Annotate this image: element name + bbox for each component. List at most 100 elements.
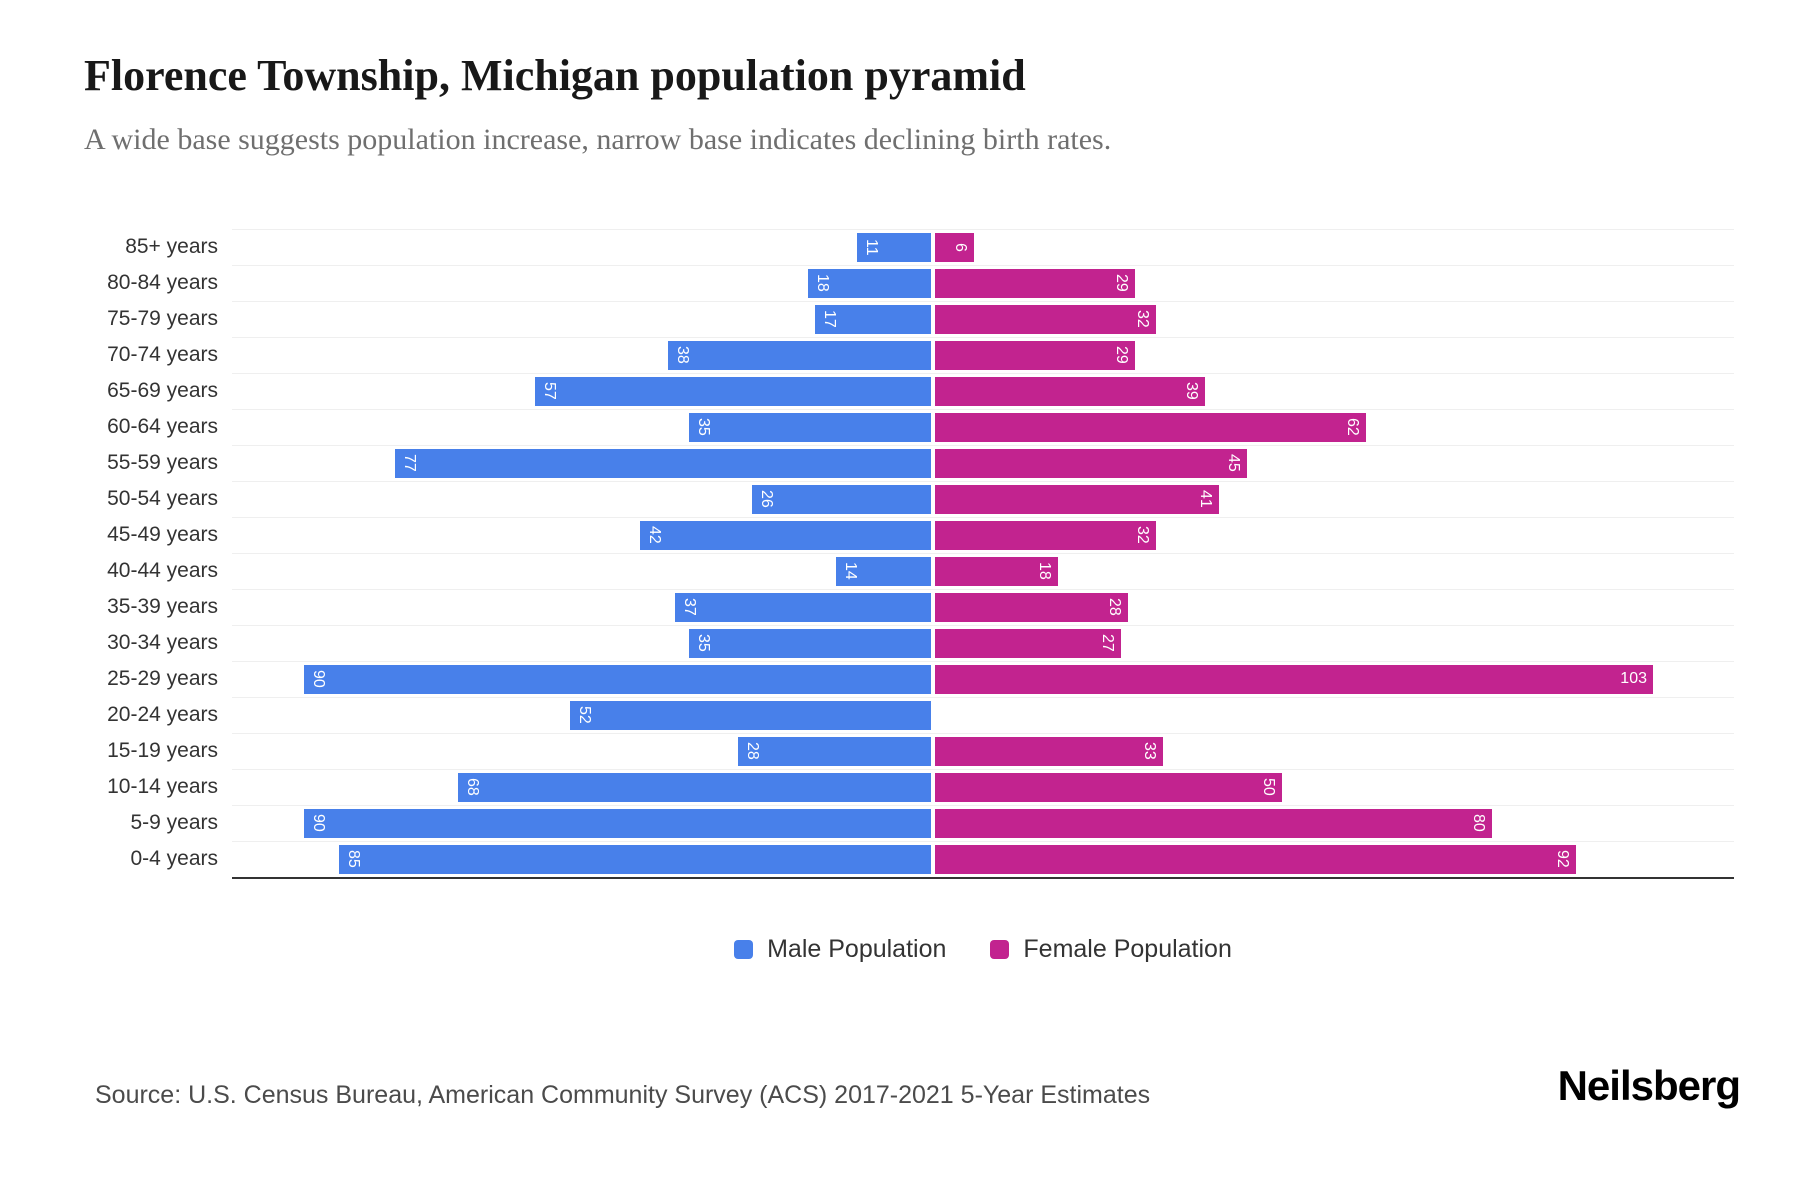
- chart-row: 11 6: [232, 229, 1734, 265]
- male-half: 17: [232, 304, 933, 334]
- age-axis-label: 60-64 years: [107, 415, 218, 438]
- female-bar[interactable]: 32: [935, 304, 1156, 334]
- female-bar[interactable]: 92: [935, 844, 1576, 874]
- female-half: 50: [933, 772, 1734, 802]
- male-bar[interactable]: 26: [752, 484, 931, 514]
- chart-row: 77 45: [232, 445, 1734, 481]
- female-bar[interactable]: 27: [935, 628, 1121, 658]
- male-bar[interactable]: 57: [535, 376, 931, 406]
- male-bar-value: 52: [576, 706, 593, 724]
- male-bar[interactable]: 68: [458, 772, 931, 802]
- age-axis-label: 5-9 years: [130, 811, 218, 834]
- male-bar[interactable]: 90: [304, 808, 931, 838]
- chart-row: 18 29: [232, 265, 1734, 301]
- female-bar-value: 27: [1099, 634, 1116, 652]
- male-bar-value: 11: [863, 238, 880, 256]
- male-bar-value: 14: [842, 562, 859, 580]
- female-bar[interactable]: 80: [935, 808, 1492, 838]
- female-bar[interactable]: 62: [935, 412, 1366, 442]
- male-legend-swatch-icon: [734, 940, 754, 959]
- male-bar[interactable]: 42: [640, 520, 931, 550]
- age-axis-label: 25-29 years: [107, 667, 218, 690]
- female-half: 92: [933, 844, 1734, 874]
- female-legend-swatch-icon: [990, 940, 1010, 959]
- age-axis-label: 70-74 years: [107, 343, 218, 366]
- legend-label-male: Male Population: [767, 935, 947, 963]
- male-half: 37: [232, 592, 933, 622]
- male-bar-value: 37: [681, 598, 698, 616]
- legend-item-female[interactable]: Female Population: [990, 935, 1232, 964]
- chart-row: 90 80: [232, 805, 1734, 841]
- male-half: 28: [232, 736, 933, 766]
- male-half: 18: [232, 268, 933, 298]
- age-axis-label: 55-59 years: [107, 451, 218, 474]
- male-bar[interactable]: 37: [675, 592, 931, 622]
- female-bar[interactable]: 28: [935, 592, 1128, 622]
- age-axis-label: 50-54 years: [107, 487, 218, 510]
- source-attribution: Source: U.S. Census Bureau, American Com…: [95, 1081, 1151, 1109]
- female-bar[interactable]: 29: [935, 340, 1135, 370]
- chart-row: 26 41: [232, 481, 1734, 517]
- female-bar[interactable]: 33: [935, 736, 1163, 766]
- male-bar-value: 35: [695, 634, 712, 652]
- male-bar[interactable]: 90: [304, 664, 931, 694]
- female-bar-value: 50: [1260, 778, 1277, 796]
- male-bar[interactable]: 52: [570, 700, 931, 730]
- male-bar-value: 57: [541, 382, 558, 400]
- male-half: 26: [232, 484, 933, 514]
- male-bar[interactable]: 35: [689, 628, 931, 658]
- male-bar[interactable]: 18: [808, 268, 931, 298]
- male-half: 35: [232, 412, 933, 442]
- male-bar[interactable]: 35: [689, 412, 931, 442]
- male-half: 77: [232, 448, 933, 478]
- male-bar-value: 26: [758, 490, 775, 508]
- female-half: 29: [933, 340, 1734, 370]
- female-bar[interactable]: 45: [935, 448, 1247, 478]
- female-bar[interactable]: 50: [935, 772, 1282, 802]
- male-bar[interactable]: 77: [395, 448, 931, 478]
- female-half: 18: [933, 556, 1734, 586]
- female-bar-value: 6: [952, 242, 969, 252]
- chart-row: 42 32: [232, 517, 1734, 553]
- female-bar[interactable]: 32: [935, 520, 1156, 550]
- age-axis-label: 10-14 years: [107, 775, 218, 798]
- male-half: 38: [232, 340, 933, 370]
- female-bar[interactable]: 6: [935, 232, 974, 262]
- female-bar[interactable]: 39: [935, 376, 1205, 406]
- age-axis-label: 30-34 years: [107, 631, 218, 654]
- female-bar-value: 103: [1620, 670, 1647, 687]
- chart-row: 17 32: [232, 301, 1734, 337]
- male-bar[interactable]: 85: [339, 844, 931, 874]
- male-bar-value: 90: [310, 670, 327, 688]
- male-bar[interactable]: 28: [738, 736, 931, 766]
- female-bar[interactable]: 103: [935, 664, 1653, 694]
- age-axis-label: 40-44 years: [107, 559, 218, 582]
- female-bar-value: 80: [1470, 814, 1487, 832]
- male-bar[interactable]: 17: [815, 304, 931, 334]
- male-bar-value: 28: [744, 742, 761, 760]
- female-bar[interactable]: 18: [935, 556, 1058, 586]
- female-bar[interactable]: 41: [935, 484, 1219, 514]
- female-bar[interactable]: 29: [935, 268, 1135, 298]
- chart-row: 14 18: [232, 553, 1734, 589]
- chart-row: 28 33: [232, 733, 1734, 769]
- male-half: 90: [232, 664, 933, 694]
- male-half: 85: [232, 844, 933, 874]
- male-bar-value: 17: [821, 310, 838, 328]
- legend-label-female: Female Population: [1023, 935, 1232, 963]
- population-pyramid-chart: 85+ years 80-84 years 75-79 years 70-74 yea…: [0, 229, 1800, 879]
- male-bar-value: 42: [646, 526, 663, 544]
- male-bar[interactable]: 38: [668, 340, 931, 370]
- female-bar-value: 62: [1344, 418, 1361, 436]
- female-bar-value: 18: [1036, 562, 1053, 580]
- female-bar-value: 28: [1106, 598, 1123, 616]
- male-bar[interactable]: 14: [836, 556, 931, 586]
- male-bar-value: 18: [814, 274, 831, 292]
- legend-item-male[interactable]: Male Population: [734, 935, 946, 964]
- male-bar[interactable]: 11: [857, 232, 931, 262]
- male-half: 57: [232, 376, 933, 406]
- chart-footer: Source: U.S. Census Bureau, American Com…: [0, 1062, 1800, 1110]
- age-axis-label: 45-49 years: [107, 523, 218, 546]
- age-axis-label: 35-39 years: [107, 595, 218, 618]
- female-half: 32: [933, 304, 1734, 334]
